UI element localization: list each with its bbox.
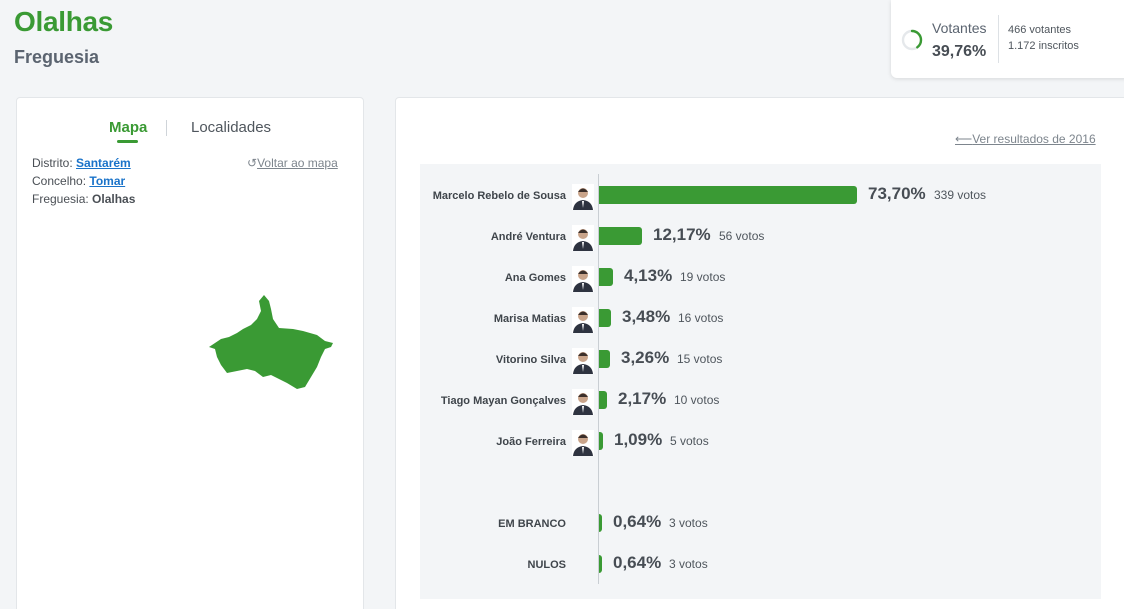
arrow-left-icon: ⟵	[955, 132, 973, 146]
candidate-row[interactable]: Marcelo Rebelo de Sousa 73,70% 339 votos	[420, 179, 1101, 213]
result-votes: 19 votos	[680, 270, 726, 284]
candidate-name: Marcelo Rebelo de Sousa	[432, 190, 566, 202]
candidate-photo	[572, 225, 594, 251]
result-bar	[599, 432, 603, 450]
chart-axis-line	[598, 174, 599, 584]
result-bar	[599, 350, 610, 368]
candidate-name: André Ventura	[490, 231, 566, 243]
candidate-row[interactable]: Marisa Matias 3,48% 16 votos	[420, 302, 1101, 336]
result-percent: 3,48%	[622, 307, 671, 326]
result-bar	[599, 555, 602, 573]
page-title: Olalhas	[14, 6, 114, 37]
other-votes-row[interactable]: EM BRANCO 0,64% 3 votos	[420, 507, 1101, 541]
voters-count: 466 votantes	[1008, 24, 1071, 36]
result-votes: 10 votos	[674, 393, 720, 407]
parish-map-shape[interactable]	[207, 295, 337, 395]
result-percent: 0,64%	[613, 512, 662, 531]
parish-label: Freguesia:	[32, 192, 89, 206]
candidate-row[interactable]: André Ventura 12,17% 56 votos	[420, 220, 1101, 254]
result-votes: 3 votos	[669, 557, 708, 571]
result-bar	[599, 268, 613, 286]
divider	[998, 15, 999, 63]
result-votes: 16 votos	[678, 311, 724, 325]
result-percent: 1,09%	[614, 430, 663, 449]
parish-value: Olalhas	[92, 192, 136, 206]
parish-line: Freguesia: Olalhas	[32, 192, 135, 206]
candidate-name: Ana Gomes	[504, 272, 566, 284]
result-percent: 0,64%	[613, 553, 662, 572]
result-bar	[599, 514, 602, 532]
result-votes: 339 votos	[934, 188, 987, 202]
tab-divider	[166, 120, 167, 136]
candidate-photo	[572, 266, 594, 292]
candidate-photo	[572, 430, 594, 456]
candidate-photo	[572, 307, 594, 333]
other-votes-row[interactable]: NULOS 0,64% 3 votos	[420, 548, 1101, 582]
candidate-name: Vitorino Silva	[495, 354, 566, 366]
result-bar	[599, 391, 607, 409]
result-votes: 15 votos	[677, 352, 723, 366]
result-votes: 3 votos	[669, 516, 708, 530]
registered-count: 1.172 inscritos	[1008, 40, 1079, 52]
candidate-row[interactable]: Tiago Mayan Gonçalves 2,17% 10 votos	[420, 384, 1101, 418]
result-bar	[599, 309, 611, 327]
back-to-map-link[interactable]: ↺Voltar ao mapa	[247, 156, 338, 170]
municipality-link[interactable]: Tomar	[89, 174, 126, 188]
district-link[interactable]: Santarém	[76, 156, 131, 170]
candidate-photo	[572, 389, 594, 415]
map-panel: Mapa Localidades Distrito: Santarém Conc…	[16, 97, 364, 609]
result-votes: 5 votos	[670, 434, 709, 448]
candidate-name: Marisa Matias	[493, 313, 566, 325]
candidate-row[interactable]: João Ferreira 1,09% 5 votos	[420, 425, 1101, 459]
turnout-label: Votantes	[932, 20, 987, 36]
results-card: ⟵Ver resultados de 2016 Marcelo Rebelo d…	[395, 97, 1124, 609]
candidate-name: Tiago Mayan Gonçalves	[440, 395, 566, 407]
turnout-card: Votantes 39,76% 466 votantes 1.172 inscr…	[891, 0, 1124, 78]
municipality-line: Concelho: Tomar	[32, 174, 125, 188]
results-chart: Marcelo Rebelo de Sousa 73,70% 339 votos An…	[420, 164, 1101, 599]
result-percent: 2,17%	[618, 389, 667, 408]
municipality-label: Concelho:	[32, 174, 87, 188]
tab-map[interactable]: Mapa	[109, 119, 148, 136]
district-label: Distrito:	[32, 156, 73, 170]
candidate-photo	[572, 348, 594, 374]
other-votes-name: NULOS	[527, 559, 567, 571]
back-to-map-label: Voltar ao mapa	[257, 156, 338, 170]
turnout-percent: 39,76%	[932, 43, 987, 60]
result-percent: 12,17%	[653, 225, 711, 244]
result-votes: 56 votos	[719, 229, 765, 243]
turnout-ring-icon	[901, 29, 923, 51]
result-percent: 4,13%	[624, 266, 673, 285]
candidate-row[interactable]: Ana Gomes 4,13% 19 votos	[420, 261, 1101, 295]
active-tab-indicator	[117, 140, 138, 143]
result-percent: 73,70%	[868, 184, 926, 203]
candidate-name: João Ferreira	[496, 436, 566, 448]
candidate-row[interactable]: Vitorino Silva 3,26% 15 votos	[420, 343, 1101, 377]
previous-results-label: Ver resultados de 2016	[972, 132, 1096, 146]
result-bar	[599, 186, 857, 204]
candidate-photo	[572, 184, 594, 210]
district-line: Distrito: Santarém	[32, 156, 131, 170]
previous-results-link[interactable]: ⟵Ver resultados de 2016	[955, 132, 1096, 146]
other-votes-name: EM BRANCO	[498, 518, 566, 530]
page-subtitle: Freguesia	[14, 47, 100, 67]
result-percent: 3,26%	[621, 348, 670, 367]
tab-localities[interactable]: Localidades	[191, 119, 272, 136]
undo-icon: ↺	[247, 156, 258, 170]
result-bar	[599, 227, 642, 245]
